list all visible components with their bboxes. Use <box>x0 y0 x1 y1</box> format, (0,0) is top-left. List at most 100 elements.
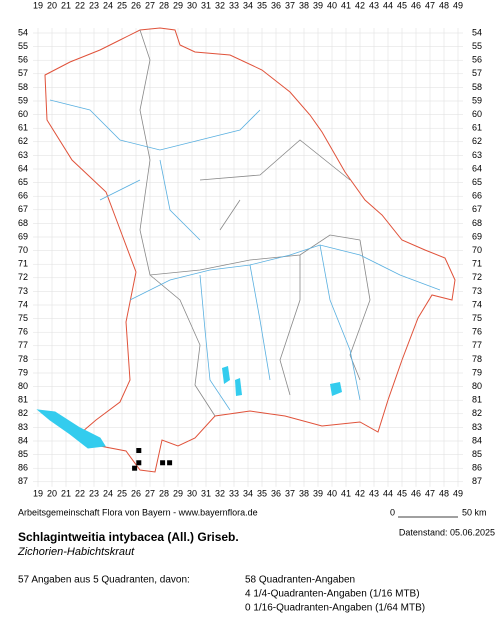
column-label: 37 <box>285 0 295 10</box>
row-label: 79 <box>472 367 482 377</box>
row-label: 86 <box>472 463 482 473</box>
row-label: 64 <box>18 163 28 173</box>
column-label: 48 <box>439 0 449 10</box>
column-label: 27 <box>145 0 155 10</box>
row-label: 61 <box>18 123 28 133</box>
row-label: 73 <box>18 286 28 296</box>
row-label: 74 <box>472 299 482 309</box>
row-label: 67 <box>18 204 28 214</box>
row-label: 80 <box>472 381 482 391</box>
column-label: 25 <box>117 488 127 498</box>
column-label: 45 <box>397 488 407 498</box>
row-label: 75 <box>18 313 28 323</box>
column-label: 24 <box>103 0 113 10</box>
row-label: 78 <box>18 354 28 364</box>
row-label: 82 <box>472 408 482 418</box>
column-label: 44 <box>383 0 393 10</box>
lake <box>222 366 342 396</box>
row-label: 64 <box>472 163 482 173</box>
row-label: 85 <box>472 449 482 459</box>
column-label: 38 <box>299 0 309 10</box>
column-label: 44 <box>383 488 393 498</box>
column-label: 30 <box>187 488 197 498</box>
row-label: 87 <box>472 476 482 486</box>
row-label: 70 <box>18 245 28 255</box>
column-label: 47 <box>425 488 435 498</box>
column-label: 49 <box>453 488 463 498</box>
row-label: 62 <box>472 136 482 146</box>
row-label: 66 <box>18 191 28 201</box>
column-label: 32 <box>215 488 225 498</box>
column-label: 43 <box>369 0 379 10</box>
column-label: 39 <box>313 0 323 10</box>
row-label: 81 <box>472 395 482 405</box>
row-label: 68 <box>18 218 28 228</box>
column-label: 48 <box>439 488 449 498</box>
column-label: 46 <box>411 488 421 498</box>
row-label: 57 <box>18 68 28 78</box>
column-label: 40 <box>327 488 337 498</box>
row-label: 84 <box>472 435 482 445</box>
row-label: 54 <box>472 27 482 37</box>
row-label: 54 <box>18 27 28 37</box>
column-label: 30 <box>187 0 197 10</box>
row-label: 65 <box>18 177 28 187</box>
row-label: 58 <box>472 82 482 92</box>
row-label: 72 <box>472 272 482 282</box>
row-label: 61 <box>472 123 482 133</box>
district-border <box>139 29 371 417</box>
column-label: 35 <box>257 0 267 10</box>
rivers <box>49 99 441 411</box>
column-label: 41 <box>341 0 351 10</box>
row-label: 76 <box>472 327 482 337</box>
row-label: 72 <box>18 272 28 282</box>
row-label: 67 <box>472 204 482 214</box>
occurrence <box>160 460 166 466</box>
lake-constance <box>36 409 106 449</box>
row-label: 86 <box>18 463 28 473</box>
scale-end: 50 km <box>462 507 487 517</box>
occurrence <box>167 460 173 466</box>
column-label: 19 <box>33 0 43 10</box>
row-label: 60 <box>472 109 482 119</box>
column-label: 42 <box>355 488 365 498</box>
row-label: 78 <box>472 354 482 364</box>
column-label: 33 <box>229 0 239 10</box>
column-label: 34 <box>243 0 253 10</box>
row-label: 83 <box>18 422 28 432</box>
row-label: 75 <box>472 313 482 323</box>
scale-start: 0 <box>390 507 395 517</box>
species: Schlagintweitia intybacea (All.) Griseb. <box>18 530 239 544</box>
column-label: 32 <box>215 0 225 10</box>
column-label: 21 <box>61 0 71 10</box>
row-label: 65 <box>472 177 482 187</box>
row-label: 87 <box>18 476 28 486</box>
row-label: 59 <box>472 95 482 105</box>
common-name: Zichorien-Habichtskraut <box>17 546 135 558</box>
column-label: 19 <box>33 488 43 498</box>
column-label: 23 <box>89 0 99 10</box>
row-label: 76 <box>18 327 28 337</box>
row-label: 56 <box>18 55 28 65</box>
count: 58 Quadranten-Angaben <box>245 575 355 586</box>
row-label: 71 <box>18 259 28 269</box>
state-border <box>44 27 456 473</box>
row-label: 77 <box>472 340 482 350</box>
column-label: 49 <box>453 0 463 10</box>
row-label: 82 <box>18 408 28 418</box>
column-label: 36 <box>271 0 281 10</box>
column-label: 37 <box>285 488 295 498</box>
row-label: 63 <box>18 150 28 160</box>
column-label: 20 <box>47 488 57 498</box>
column-label: 33 <box>229 488 239 498</box>
column-label: 24 <box>103 488 113 498</box>
column-label: 38 <box>299 488 309 498</box>
column-label: 47 <box>425 0 435 10</box>
column-label: 42 <box>355 0 365 10</box>
row-label: 60 <box>18 109 28 119</box>
row-label: 56 <box>472 55 482 65</box>
grid-labels: 19 19 20 20 21 21 22 22 23 23 24 24 25 25 26 26 27 27 28 28… <box>18 0 482 498</box>
column-label: 45 <box>397 0 407 10</box>
column-label: 28 <box>159 488 169 498</box>
